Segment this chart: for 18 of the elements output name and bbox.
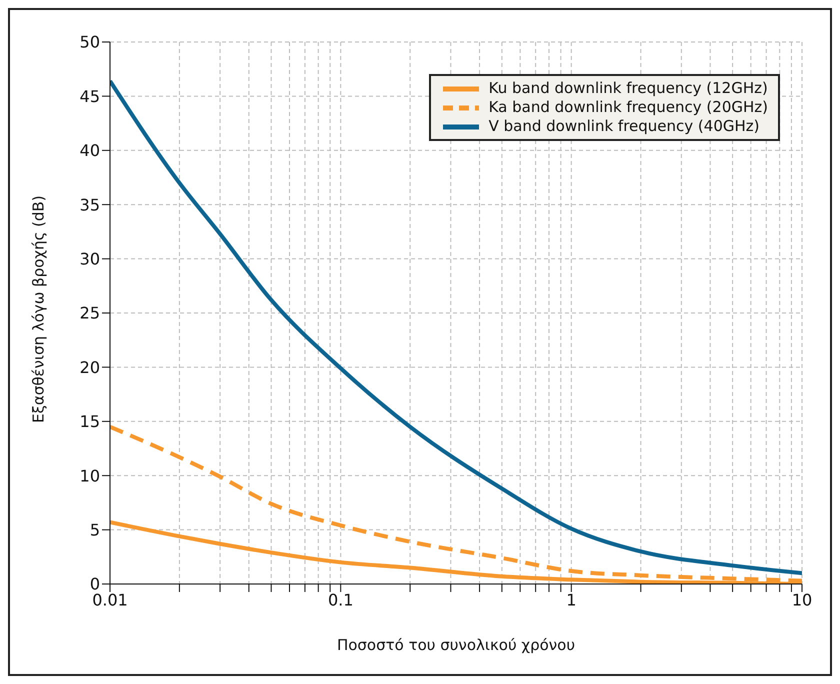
x-tick-label: 0.1 bbox=[328, 590, 354, 610]
y-tick-label: 10 bbox=[80, 466, 100, 486]
y-tick-label: 35 bbox=[80, 195, 100, 214]
y-tick-label: 15 bbox=[80, 412, 100, 432]
y-axis-title: Εξασθένιση λόγω βροχής (dB) bbox=[29, 195, 48, 423]
x-axis-title: Ποσοστό του συνολικού χρόνου bbox=[336, 636, 576, 654]
x-tick-label: 1 bbox=[566, 590, 576, 610]
legend-label: Ka band downlink frequency (20GHz) bbox=[488, 98, 768, 117]
y-tick-label: 30 bbox=[80, 249, 100, 268]
y-tick-label: 5 bbox=[90, 520, 100, 540]
y-tick-label: 45 bbox=[80, 86, 100, 106]
legend-label: Ku band downlink frequency (12GHz) bbox=[488, 79, 768, 98]
y-tick-label: 20 bbox=[80, 358, 100, 377]
y-tick-label: 50 bbox=[80, 32, 100, 52]
y-tick-label: 40 bbox=[80, 141, 100, 160]
y-tick-label: 25 bbox=[80, 304, 100, 323]
legend-label: V band downlink frequency (40GHz) bbox=[488, 117, 760, 136]
x-tick-label: 10 bbox=[792, 590, 812, 610]
